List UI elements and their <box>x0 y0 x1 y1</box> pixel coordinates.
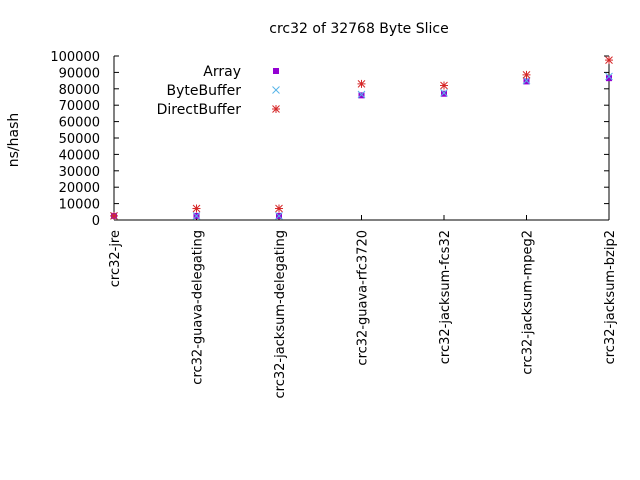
point-array <box>606 75 612 82</box>
point-directbuffer <box>192 204 201 213</box>
x-tick-label: crc32-guava-delegating <box>191 230 206 385</box>
chart-title: crc32 of 32768 Byte Slice <box>269 21 448 37</box>
point-directbuffer <box>110 211 118 220</box>
y-axis-label: ns/hash <box>6 113 22 168</box>
point-array <box>358 92 365 99</box>
y-tick-label: 10000 <box>59 198 100 213</box>
y-tick-label: 0 <box>92 214 100 229</box>
point-array <box>441 90 447 97</box>
legend-marker-bytebuffer <box>272 86 280 94</box>
y-tick-label: 20000 <box>59 181 100 196</box>
data-points <box>110 56 613 220</box>
point-directbuffer <box>357 79 366 88</box>
legend: Array ByteBuffer DirectBuffer <box>157 64 280 118</box>
point-bytebuffer <box>522 76 531 85</box>
x-tick-label: crc32-jacksum-fcs32 <box>438 230 453 364</box>
legend-marker-array <box>273 68 279 74</box>
x-ticks: crc32-jre crc32-guava-delegating crc32-jac… <box>108 215 618 399</box>
point-directbuffer <box>522 70 531 79</box>
point-directbuffer <box>440 81 448 90</box>
point-bytebuffer <box>192 212 201 220</box>
x-tick-label: crc32-jacksum-delegating <box>273 230 288 399</box>
legend-marker-directbuffer <box>272 105 280 113</box>
legend-label: DirectBuffer <box>157 102 242 118</box>
x-tick-label: crc32-jacksum-bzip2 <box>603 230 618 364</box>
y-tick-label: 100000 <box>50 50 100 65</box>
y-tick-label: 40000 <box>59 148 100 163</box>
point-bytebuffer <box>275 212 283 220</box>
x-tick-label: crc32-jre <box>108 230 123 287</box>
y-tick-label: 80000 <box>59 83 100 98</box>
point-bytebuffer <box>605 72 613 81</box>
legend-label: Array <box>203 64 241 80</box>
x-tick-label: crc32-guava-rfc3720 <box>356 230 371 366</box>
point-directbuffer <box>605 56 613 65</box>
x-tick-label: crc32-jacksum-mpeg2 <box>521 230 536 375</box>
y-tick-label: 60000 <box>59 116 100 131</box>
point-array <box>523 78 530 85</box>
point-directbuffer <box>275 204 283 213</box>
legend-label: ByteBuffer <box>167 83 242 99</box>
y-tick-label: 30000 <box>59 165 100 180</box>
y-tick-label: 50000 <box>59 132 100 147</box>
y-tick-label: 90000 <box>59 66 100 81</box>
point-bytebuffer <box>440 89 448 97</box>
point-bytebuffer <box>357 90 366 99</box>
y-tick-label: 70000 <box>59 99 100 114</box>
